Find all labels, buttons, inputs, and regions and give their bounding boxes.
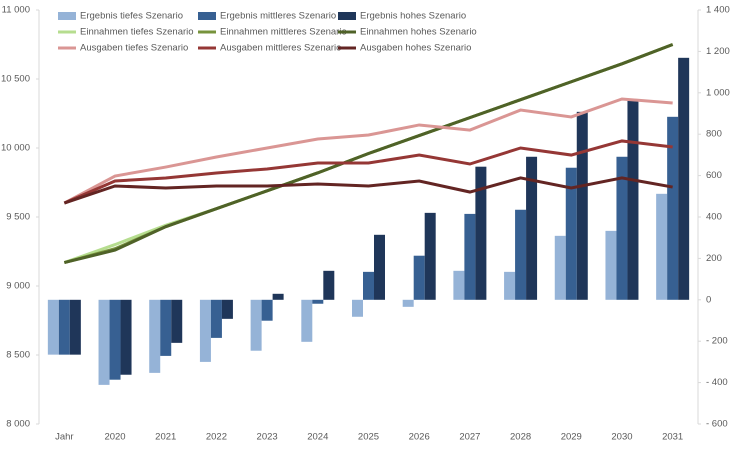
legend-label: Einnahmen mittleres Szenario bbox=[220, 27, 347, 38]
y2-tick-label: - 400 bbox=[706, 377, 728, 388]
bar bbox=[109, 299, 121, 380]
bar bbox=[413, 255, 425, 300]
bar bbox=[301, 299, 313, 342]
y-tick-label: 10 000 bbox=[1, 143, 30, 154]
bar bbox=[58, 299, 70, 355]
legend-label: Ergebnis hohes Szenario bbox=[360, 11, 466, 22]
y-tick-label: 9 500 bbox=[6, 212, 30, 223]
bar bbox=[160, 299, 172, 356]
bar bbox=[515, 209, 527, 300]
bar bbox=[453, 270, 465, 300]
bar bbox=[221, 299, 233, 319]
y-tick-label: 10 500 bbox=[1, 74, 30, 85]
bar bbox=[323, 270, 335, 300]
legend-label: Ausgaben tiefes Szenario bbox=[80, 43, 188, 54]
bar bbox=[667, 116, 679, 300]
y-tick-label: 9 000 bbox=[6, 281, 30, 292]
y-tick-label: 8 000 bbox=[6, 419, 30, 430]
bar bbox=[374, 234, 385, 300]
bar bbox=[69, 299, 81, 355]
y-tick-label: 8 500 bbox=[6, 350, 30, 361]
y2-tick-label: - 600 bbox=[706, 419, 728, 430]
bar bbox=[526, 156, 538, 300]
y2-tick-label: 400 bbox=[706, 212, 722, 223]
x-tick-label: 2023 bbox=[257, 432, 278, 443]
x-tick-label: 2028 bbox=[510, 432, 531, 443]
bar bbox=[554, 235, 566, 300]
y2-tick-label: 600 bbox=[706, 170, 722, 181]
y2-tick-label: 200 bbox=[706, 253, 722, 264]
x-tick-label: 2031 bbox=[662, 432, 683, 443]
x-tick-label: Jahr bbox=[55, 432, 73, 443]
bar bbox=[402, 299, 414, 307]
y2-tick-label: 0 bbox=[706, 294, 711, 305]
bar bbox=[363, 271, 374, 300]
bar bbox=[605, 230, 617, 300]
bar bbox=[678, 57, 690, 300]
bar bbox=[424, 212, 436, 300]
bar bbox=[352, 299, 363, 317]
x-tick-label: 2026 bbox=[409, 432, 430, 443]
bar bbox=[272, 293, 284, 300]
x-tick-label: 2030 bbox=[611, 432, 632, 443]
bar bbox=[565, 167, 577, 300]
bar bbox=[149, 299, 161, 373]
bar bbox=[312, 299, 324, 304]
y2-tick-label: 1 000 bbox=[706, 87, 730, 98]
line bbox=[63, 97, 673, 205]
x-tick-label: 2027 bbox=[459, 432, 480, 443]
bar bbox=[475, 166, 487, 300]
x-tick-label: 2024 bbox=[307, 432, 328, 443]
y-tick-label: 11 000 bbox=[2, 5, 30, 16]
bar bbox=[627, 100, 639, 300]
y2-tick-label: 1 200 bbox=[706, 46, 730, 57]
bar bbox=[199, 299, 211, 362]
bar bbox=[120, 299, 132, 375]
legend-swatch bbox=[198, 12, 216, 20]
legend-label: Einnahmen tiefes Szenario bbox=[80, 27, 194, 38]
x-tick-label: 2025 bbox=[358, 432, 379, 443]
legend-label: Ergebnis mittleres Szenario bbox=[220, 11, 336, 22]
line bbox=[63, 176, 673, 205]
bar bbox=[171, 299, 183, 343]
x-tick-label: 2021 bbox=[155, 432, 176, 443]
bar bbox=[464, 213, 476, 300]
bar bbox=[250, 299, 262, 351]
legend-swatch bbox=[338, 12, 356, 20]
line bbox=[63, 43, 674, 264]
x-tick-label: 2029 bbox=[561, 432, 582, 443]
y2-tick-label: - 200 bbox=[706, 336, 728, 347]
legend-swatch bbox=[58, 12, 76, 20]
bar bbox=[656, 193, 668, 300]
bar bbox=[576, 111, 588, 300]
legend-label: Ergebnis tiefes Szenario bbox=[80, 11, 183, 22]
line bbox=[63, 139, 673, 205]
bar bbox=[261, 299, 273, 321]
legend-label: Ausgaben hohes Szenario bbox=[360, 43, 471, 54]
legend-label: Ausgaben mittleres Szenario bbox=[220, 43, 341, 54]
bar bbox=[504, 271, 516, 300]
bar bbox=[616, 156, 628, 300]
legend-label: Einnahmen hohes Szenario bbox=[360, 27, 477, 38]
bar bbox=[47, 299, 59, 355]
bar bbox=[210, 299, 222, 338]
y2-tick-label: 1 400 bbox=[706, 5, 730, 16]
x-tick-label: 2022 bbox=[206, 432, 227, 443]
bar bbox=[98, 299, 110, 385]
y2-tick-label: 800 bbox=[706, 129, 722, 140]
x-tick-label: 2020 bbox=[104, 432, 125, 443]
